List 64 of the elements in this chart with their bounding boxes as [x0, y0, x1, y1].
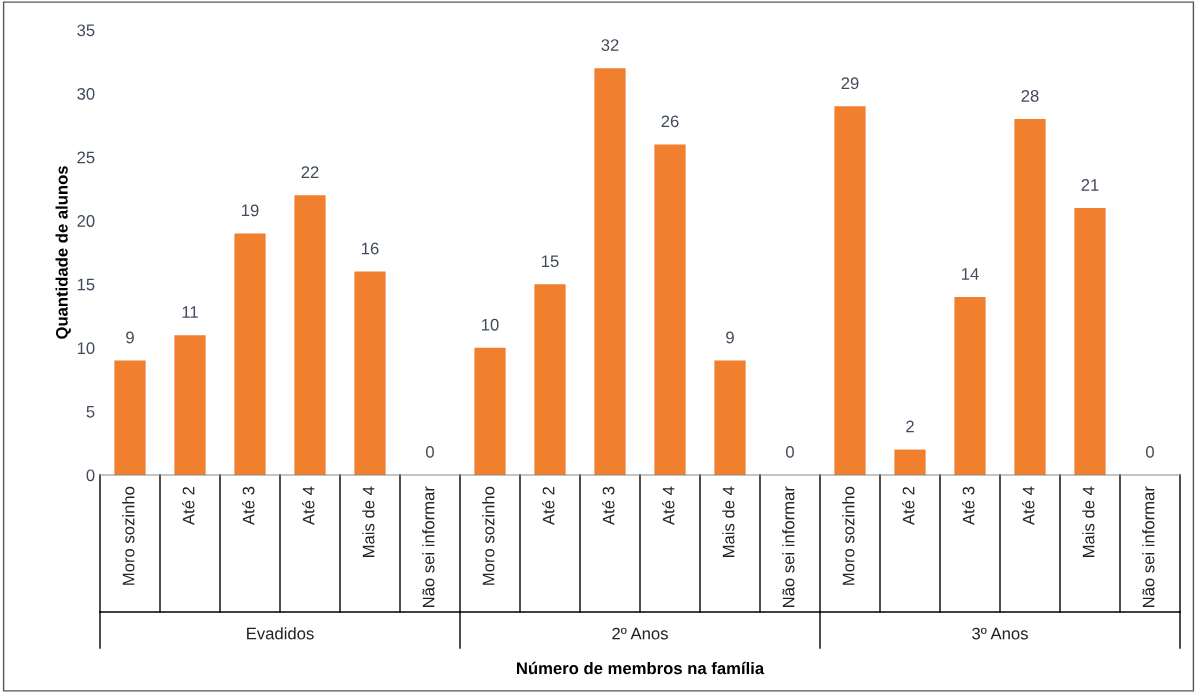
y-tick-label: 10 [77, 342, 95, 355]
data-label: 19 [242, 204, 259, 217]
data-label: 26 [661, 115, 679, 128]
x-tick-label: Não sei informar [1142, 486, 1155, 607]
x-tick-label: Até 2 [902, 486, 915, 525]
text: Evadidos [247, 627, 314, 640]
y-tick-label: 30 [77, 87, 95, 100]
y-tick-label: 15 [77, 278, 95, 291]
y-tick-label: 0 [86, 469, 95, 482]
y-tick-label: 20 [77, 215, 95, 227]
text: 3º Anos [972, 627, 1028, 640]
y-tick-label: 25 [77, 151, 95, 164]
x-axis-title: Número de membros na família [517, 661, 765, 675]
bar [834, 106, 866, 475]
x-tick-label: Até 3 [242, 486, 255, 525]
bar [654, 144, 686, 475]
x-tick-label: Até 4 [302, 486, 315, 525]
bar [954, 297, 986, 475]
data-label: 22 [301, 166, 319, 178]
x-tick-label: Mais de 4 [362, 486, 375, 557]
bar [294, 195, 326, 475]
data-label: 14 [962, 268, 979, 280]
x-tick-label: Não sei informar [782, 486, 795, 607]
data-label: 0 [786, 446, 794, 458]
data-label: 29 [841, 77, 859, 90]
bar [234, 233, 266, 475]
x-tick-label: Não sei informar [422, 486, 435, 607]
x-tick-label: Até 2 [542, 486, 555, 525]
bar [594, 68, 626, 475]
data-label: 21 [1081, 179, 1099, 191]
x-tick-label: Mais de 4 [722, 486, 735, 557]
data-label: 32 [601, 39, 619, 51]
data-label: 16 [362, 242, 379, 255]
bar [354, 271, 386, 475]
text: 2º Anos [612, 627, 668, 640]
data-label: 28 [1021, 90, 1039, 102]
data-label: 0 [1146, 446, 1154, 458]
x-tick-label: Moro sozinho [122, 486, 135, 585]
bar [174, 335, 206, 475]
data-label: 15 [542, 255, 559, 268]
x-tick-label: Até 3 [962, 486, 975, 525]
y-axis-title: Quantidade de alunos [55, 166, 71, 339]
bar [1014, 119, 1046, 475]
data-label: 0 [426, 446, 434, 458]
bar [894, 449, 926, 475]
x-tick-label: Até 2 [182, 486, 195, 525]
bar [714, 360, 746, 475]
data-label: 9 [126, 331, 134, 344]
y-tick-label: 35 [77, 24, 95, 37]
x-tick-label: Até 3 [602, 486, 615, 525]
data-label: 10 [482, 318, 499, 331]
x-tick-label: Até 4 [662, 486, 675, 525]
x-tick-label: Até 4 [1022, 486, 1035, 525]
bar [114, 360, 146, 475]
x-tick-label: Mais de 4 [1082, 486, 1095, 557]
data-label: 9 [726, 331, 734, 344]
y-tick-label: 5 [86, 406, 95, 418]
x-tick-label: Moro sozinho [842, 486, 855, 585]
data-label: 11 [182, 306, 198, 318]
data-label: 2 [906, 420, 914, 433]
x-tick-label: Moro sozinho [482, 486, 495, 585]
bar [474, 347, 506, 475]
bar [1074, 208, 1106, 475]
bar [534, 284, 566, 475]
